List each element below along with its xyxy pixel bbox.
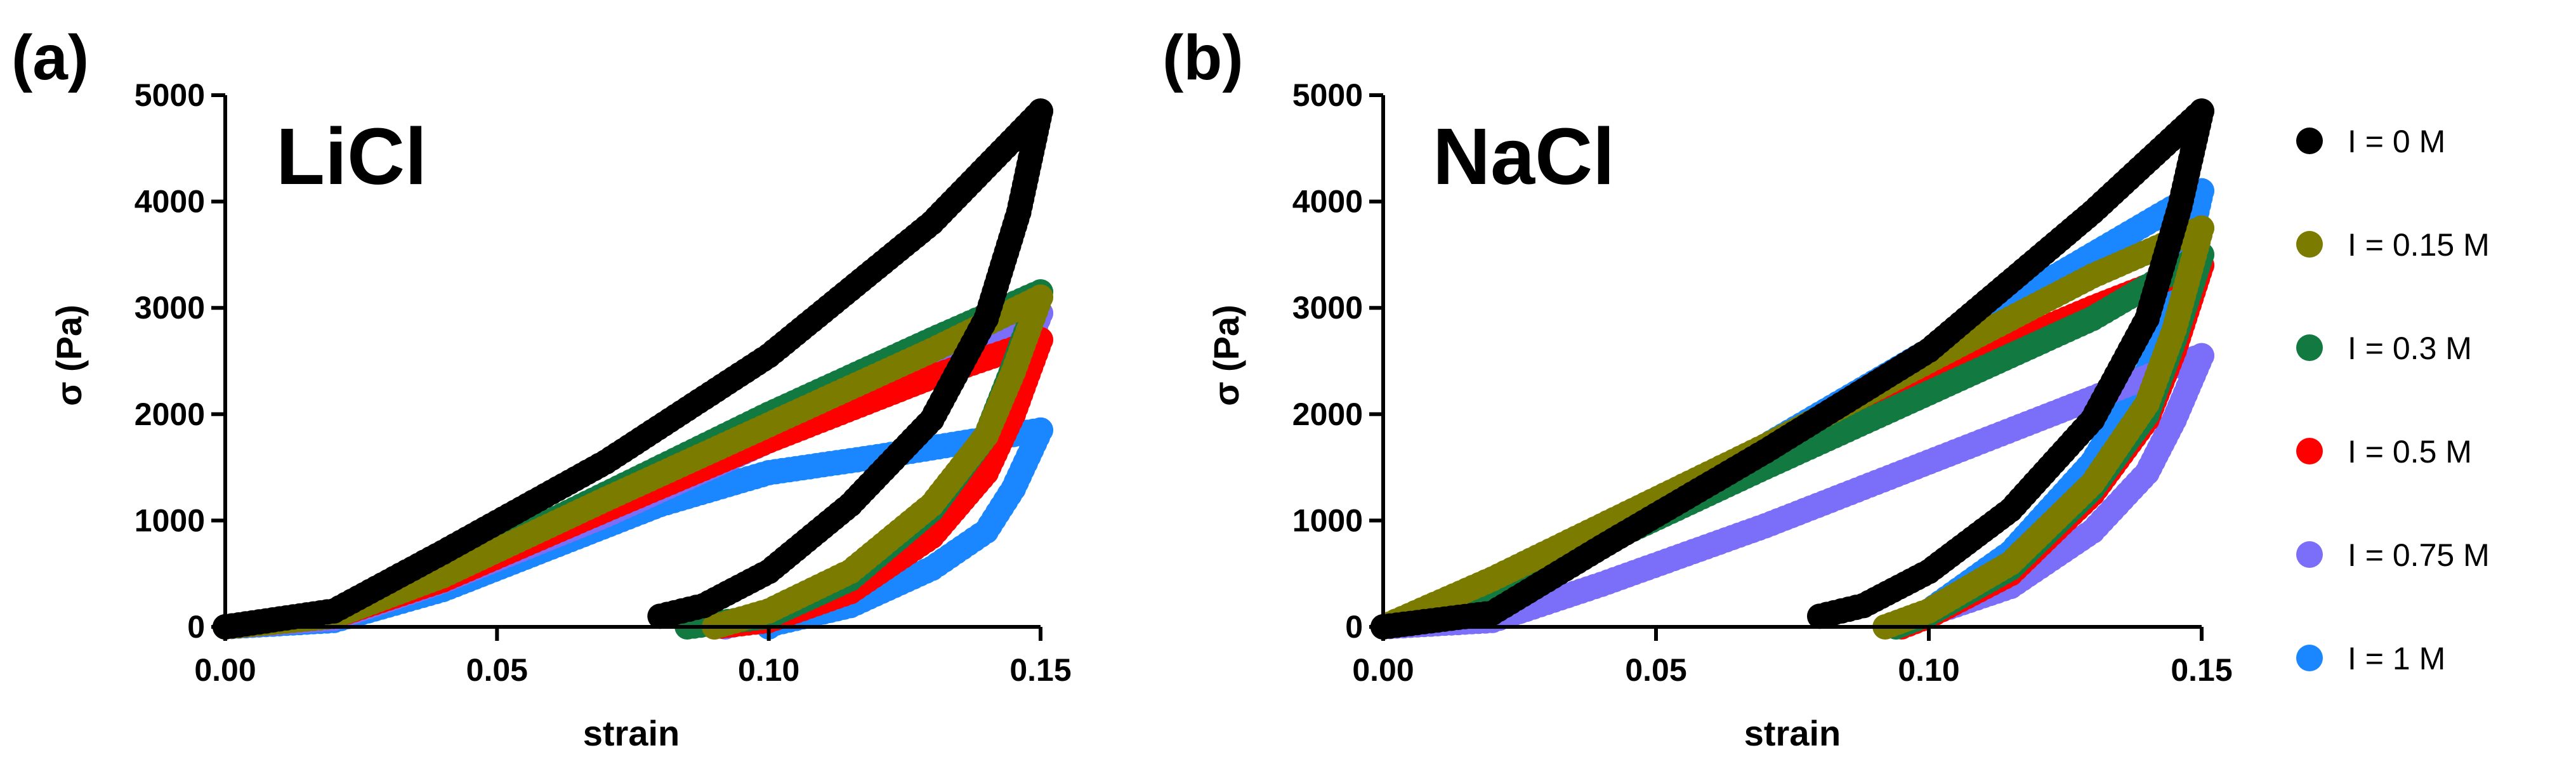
y-tick-label: 0	[1345, 609, 1363, 645]
panel-b-y-title: σ (Pa)	[1206, 305, 1246, 406]
panel-b-x-ticks: 0.00 0.05 0.10 0.15	[1352, 627, 2233, 688]
y-tick-label: 3000	[1292, 290, 1363, 325]
legend-swatch	[2296, 334, 2323, 361]
legend-swatch	[2296, 438, 2323, 464]
y-tick-label: 5000	[135, 77, 205, 113]
legend-label: I = 0.15 M	[2348, 227, 2490, 263]
panel-a-marks	[213, 98, 1053, 640]
legend-label: I = 0.3 M	[2348, 331, 2472, 366]
y-tick-label: 2000	[1292, 397, 1363, 432]
x-tick-label: 0.00	[1352, 652, 1414, 688]
y-tick-label: 3000	[135, 290, 205, 325]
x-tick-label: 0.05	[1625, 652, 1686, 688]
y-tick-label: 5000	[1292, 77, 1363, 113]
series-i-0-m	[1370, 98, 2214, 640]
legend: I = 0 M I = 0.15 M I = 0.3 M I = 0.5 M I = 0…	[2296, 124, 2490, 676]
x-tick-label: 0.15	[2171, 652, 2232, 688]
y-tick-label: 4000	[135, 184, 205, 220]
panel-a-title: LiCl	[276, 112, 427, 201]
x-tick-label: 0.10	[1898, 652, 1959, 688]
y-tick-label: 0	[187, 609, 205, 645]
legend-swatch	[2296, 541, 2323, 568]
panel-a-letter: (a)	[11, 22, 89, 93]
legend-swatch	[2296, 231, 2323, 258]
legend-label: I = 0.75 M	[2348, 537, 2490, 573]
legend-swatch	[2296, 128, 2323, 154]
panel-a-x-title: strain	[583, 713, 680, 753]
data-point	[647, 603, 673, 629]
data-point	[1807, 603, 1832, 629]
panel-b-marks	[1370, 98, 2214, 640]
panel-b-x-title: strain	[1744, 713, 1841, 753]
legend-label: I = 1 M	[2348, 641, 2445, 676]
y-tick-label: 4000	[1292, 184, 1363, 220]
x-tick-label: 0.05	[466, 652, 528, 688]
panel-b-y-ticks: 0 1000 2000 3000 4000 5000	[1292, 77, 1383, 645]
legend-item: I = 0 M	[2296, 124, 2445, 159]
legend-item: I = 0.75 M	[2296, 537, 2490, 573]
legend-item: I = 0.3 M	[2296, 331, 2472, 366]
panel-a-x-ticks: 0.00 0.05 0.10 0.15	[194, 627, 1072, 688]
legend-item: I = 1 M	[2296, 641, 2445, 676]
x-tick-label: 0.00	[194, 652, 256, 688]
panel-b-letter: (b)	[1162, 22, 1244, 93]
legend-label: I = 0 M	[2348, 124, 2445, 159]
legend-label: I = 0.5 M	[2348, 434, 2472, 470]
y-tick-label: 1000	[1292, 503, 1363, 538]
x-tick-label: 0.15	[1009, 652, 1071, 688]
y-tick-label: 1000	[135, 503, 205, 538]
y-tick-label: 2000	[135, 397, 205, 432]
panel-b-title: NaCl	[1433, 112, 1615, 201]
series-i-0-m	[213, 98, 1053, 640]
panel-a-y-ticks: 0 1000 2000 3000 4000 5000	[135, 77, 225, 645]
series-i-0-15-m	[213, 284, 1053, 640]
legend-item: I = 0.15 M	[2296, 227, 2490, 263]
legend-item: I = 0.5 M	[2296, 434, 2472, 470]
x-tick-label: 0.10	[738, 652, 799, 688]
panel-a-y-title: σ (Pa)	[49, 305, 89, 406]
legend-swatch	[2296, 645, 2323, 671]
